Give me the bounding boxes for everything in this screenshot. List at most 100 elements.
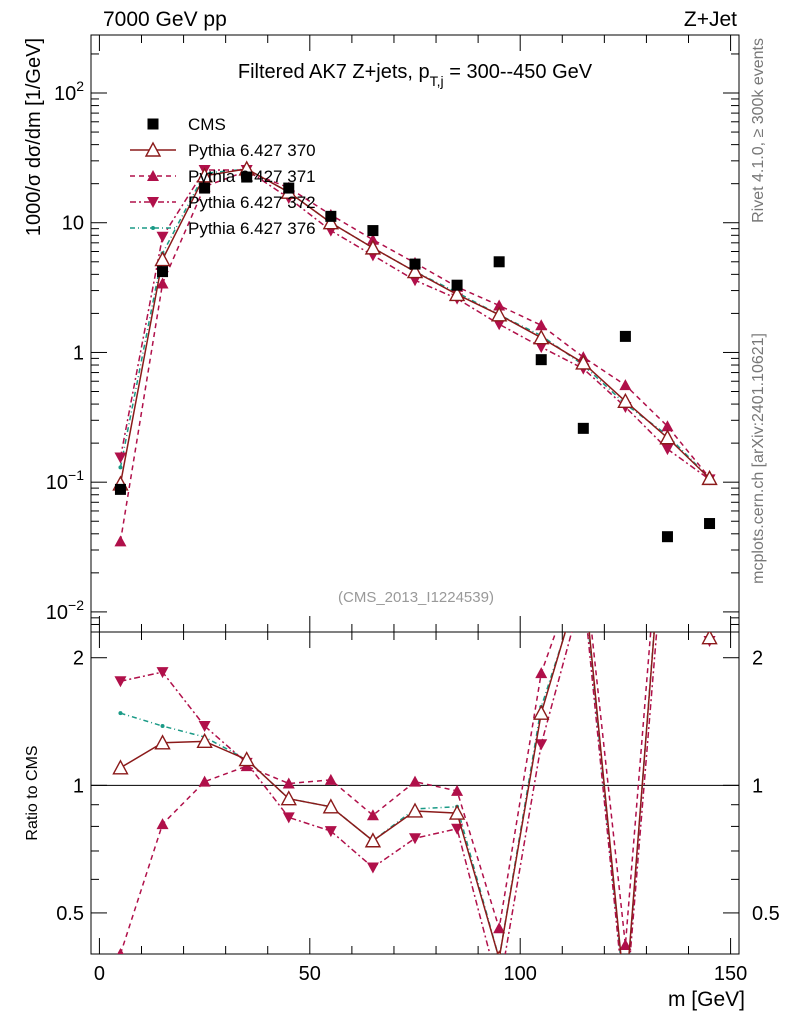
series-point-3 [535, 342, 548, 354]
header-right: Z+Jet [684, 8, 737, 31]
ratio-line-3 [120, 632, 711, 954]
side-label-bottom: mcplots.cern.ch [arXiv:2401.10621] [750, 333, 767, 584]
series-point-3 [661, 444, 674, 456]
ratio-point-0 [364, 832, 382, 848]
ratio-line-1 [119, 632, 711, 954]
legend: CMS Pythia 6.427 370 Pythia 6.427 371 Pythi… [130, 115, 316, 238]
tick-layer: 0 50 100 150 10−2 10−1 1 10 102 0.5 0.5 1 1 2 2 [46, 35, 780, 985]
ratio-point-3 [160, 724, 165, 729]
series-point-1 [406, 263, 424, 279]
series-point-1 [701, 469, 718, 486]
cms-data-point [577, 422, 589, 434]
ratio-point-0 [238, 751, 255, 767]
ratio-point-0 [448, 804, 466, 820]
analysis-id: (CMS_2013_I1224539) [338, 589, 494, 606]
y-axis-label: 1000/σ dσ/dm [1/GeV] [23, 38, 45, 236]
cms-data-point [367, 225, 379, 237]
ratio-point-0 [533, 704, 550, 720]
series-point-1 [617, 392, 634, 409]
series-point-3 [114, 452, 127, 464]
legend-marker [147, 118, 159, 130]
series-point-2 [619, 379, 632, 391]
cms-data-point [283, 182, 295, 194]
ratio-point-1 [282, 777, 295, 789]
series-point-2 [535, 319, 548, 331]
ratio-y-tick-label: 2 [73, 648, 84, 670]
plot-title: Filtered AK7 Z+jets, pT,j = 300--450 GeV [238, 61, 593, 89]
legend-marker [151, 226, 155, 230]
ratio-point-0 [154, 734, 171, 750]
ratio-point-0 [322, 798, 340, 814]
ratio-y-tick-label: 1 [73, 775, 84, 797]
ratio-point-2 [577, 584, 589, 595]
series-line-4 [119, 168, 711, 479]
cms-data-point [241, 171, 253, 183]
ratio-point-3 [623, 1005, 627, 1009]
ratio-line-0 [120, 632, 711, 954]
ratio-point-1 [198, 775, 211, 787]
ratio-line-2 [120, 632, 711, 954]
side-label-top: Rivet 4.1.0, ≥ 300k events [750, 38, 767, 223]
cms-data-point [493, 256, 505, 268]
series-point-1 [575, 354, 592, 370]
cms-data-point [451, 279, 463, 291]
ratio-plot-frame [90, 631, 740, 955]
cms-data-point [325, 210, 337, 222]
ratio-point-3 [581, 575, 585, 579]
cms-data-point [704, 518, 716, 530]
ratio-point-0 [112, 759, 129, 775]
series-point-2 [366, 233, 379, 245]
ratio-point-3 [118, 711, 123, 716]
ratio-point-2 [409, 833, 421, 845]
ratio-point-2 [282, 812, 295, 824]
ratio-point-1 [619, 939, 632, 951]
ratio-point-2 [493, 984, 505, 995]
legend-label: Pythia 6.427 371 [188, 167, 316, 186]
ratio-point-3 [497, 957, 501, 961]
main-series-layer [112, 160, 718, 547]
series-point-4 [118, 465, 123, 470]
series-point-1 [533, 329, 550, 345]
ratio-point-1 [156, 818, 169, 830]
ratio-point-1 [117, 948, 124, 954]
ratio-series-layer [112, 549, 718, 1009]
cms-data-point [409, 258, 421, 270]
ratio-point-1 [493, 922, 506, 934]
y-tick-label: 10−1 [46, 467, 84, 494]
legend-label: Pythia 6.427 370 [188, 141, 316, 160]
series-point-1 [448, 285, 466, 302]
ratio-point-2 [198, 721, 211, 733]
ratio-point-2 [114, 676, 127, 688]
y-tick-label: 102 [54, 78, 84, 105]
series-line-1 [119, 168, 711, 485]
ratio-y-axis-label: Ratio to CMS [24, 745, 41, 840]
header-left: 7000 GeV pp [103, 8, 227, 31]
plot-title-main: Filtered AK7 Z+jets, p [238, 61, 430, 83]
ratio-y-tick-label: 2 [752, 648, 763, 670]
series-point-2 [493, 299, 506, 311]
plot-title-sub: T,j [430, 73, 444, 89]
series-point-1 [154, 251, 171, 267]
ratio-point-0 [701, 632, 718, 645]
x-tick-label: 50 [299, 963, 321, 985]
ratio-point-1 [577, 549, 589, 560]
series-point-3 [156, 231, 169, 243]
cms-data-point [199, 182, 211, 194]
ratio-point-0 [406, 802, 424, 818]
ratio-point-0 [576, 564, 590, 577]
x-tick-label: 150 [714, 963, 747, 985]
series-point-1 [659, 429, 676, 445]
y-tick-label: 1 [73, 342, 84, 364]
ratio-point-2 [535, 739, 548, 751]
legend-label: Pythia 6.427 372 [188, 193, 316, 212]
x-axis-label: m [GeV] [668, 988, 745, 1011]
legend-marker [147, 170, 159, 181]
ratio-point-2 [324, 826, 337, 838]
ratio-point-1 [409, 775, 421, 787]
series-point-2 [661, 420, 674, 432]
ratio-point-1 [366, 809, 379, 821]
ratio-point-2 [451, 823, 464, 835]
cms-data-point [535, 354, 547, 366]
ratio-point-1 [451, 784, 464, 796]
